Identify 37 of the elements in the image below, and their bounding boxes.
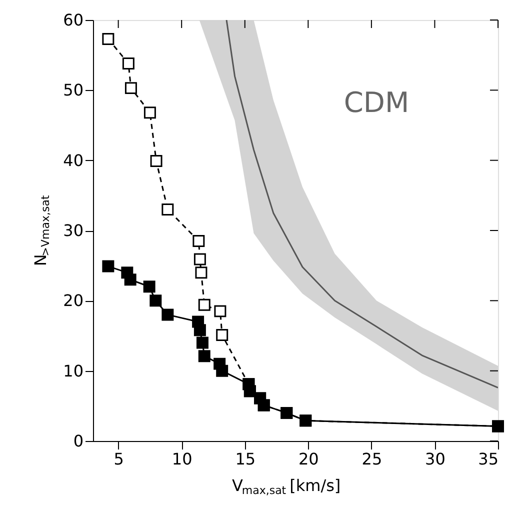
point [143, 280, 156, 293]
point [162, 308, 174, 321]
point [196, 336, 208, 349]
y-tick-label: 0 [73, 432, 84, 450]
x-tick-label: 5 [114, 450, 124, 468]
point [150, 294, 162, 307]
x-tick-label: 30 [425, 450, 446, 468]
point [102, 260, 114, 272]
point [195, 266, 208, 279]
point [216, 364, 228, 377]
point [198, 298, 210, 311]
y-tick-label: 50 [63, 80, 84, 100]
point [214, 305, 226, 318]
point [194, 253, 206, 266]
point [124, 274, 136, 286]
point [124, 82, 137, 94]
y-tick-label: 10 [63, 361, 84, 380]
x-tick-label: 10 [172, 450, 192, 468]
x-tick-label: 20 [298, 450, 319, 468]
annotation: CDM [344, 86, 410, 120]
y-tick-label: 60 [63, 10, 84, 30]
y-tick-label: 20 [63, 291, 84, 310]
point [122, 58, 134, 70]
x-tick-label: 25 [362, 450, 382, 468]
x-tick-label: 15 [235, 450, 256, 468]
y-axis-title: N>Vmax,sat [31, 194, 52, 266]
point [162, 203, 174, 216]
x-tick-label: 35 [478, 450, 498, 468]
point [102, 32, 114, 45]
y-tick-label: 40 [63, 150, 84, 170]
point [198, 350, 210, 362]
point [144, 106, 156, 119]
point [150, 155, 162, 168]
point [216, 329, 228, 342]
point [192, 235, 205, 248]
y-tick-label: 30 [63, 221, 84, 240]
point [194, 324, 206, 336]
